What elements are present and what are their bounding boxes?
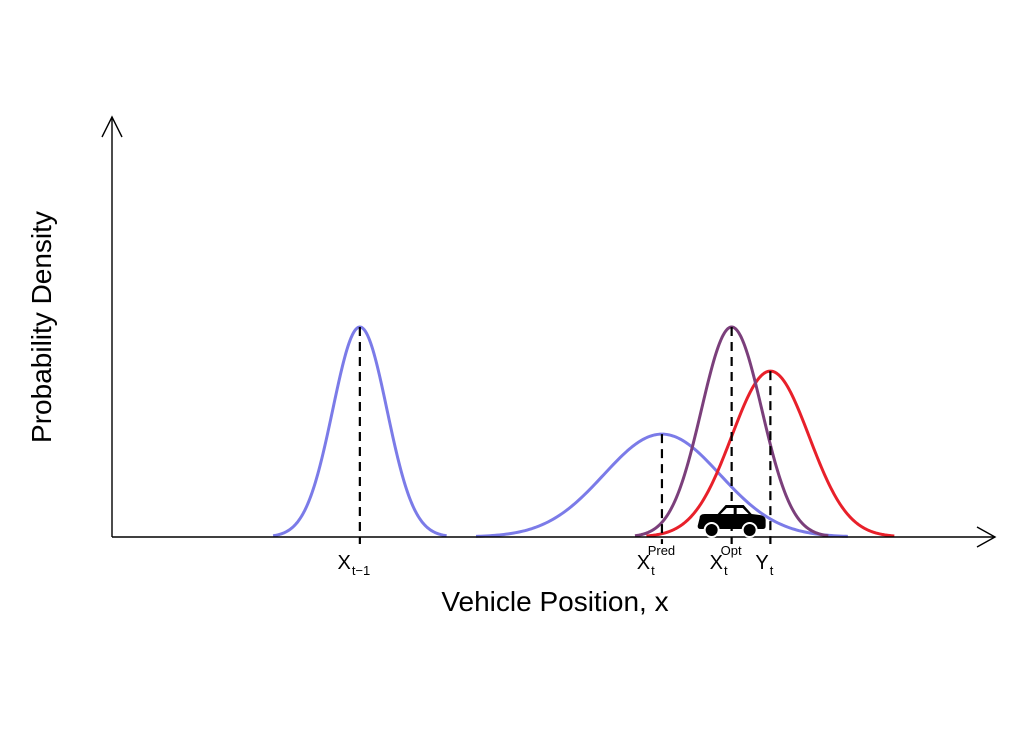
axes [101, 115, 997, 548]
tick-label-opt: XtOpt [710, 543, 742, 578]
tick-labels: Xt−1 XtPred XtOpt Yt [337, 543, 773, 578]
y-axis-title: Probability Density [26, 211, 57, 443]
tick-label-obs: Yt [755, 552, 773, 578]
tick-label-pred: XtPred [637, 543, 675, 578]
tick-label-prev: Xt−1 [337, 552, 370, 578]
car-icon-shape [697, 505, 766, 538]
density-curves [272, 325, 895, 538]
car-window-front [720, 508, 734, 514]
y-axis-arrow [101, 115, 123, 138]
x-axis-arrow [976, 526, 997, 548]
car-wheel-2 [741, 522, 758, 538]
x-axis-title: Vehicle Position, x [441, 586, 668, 617]
car-wheel-1 [703, 522, 720, 538]
car-icon [697, 505, 766, 538]
car-window-rear [736, 508, 749, 514]
